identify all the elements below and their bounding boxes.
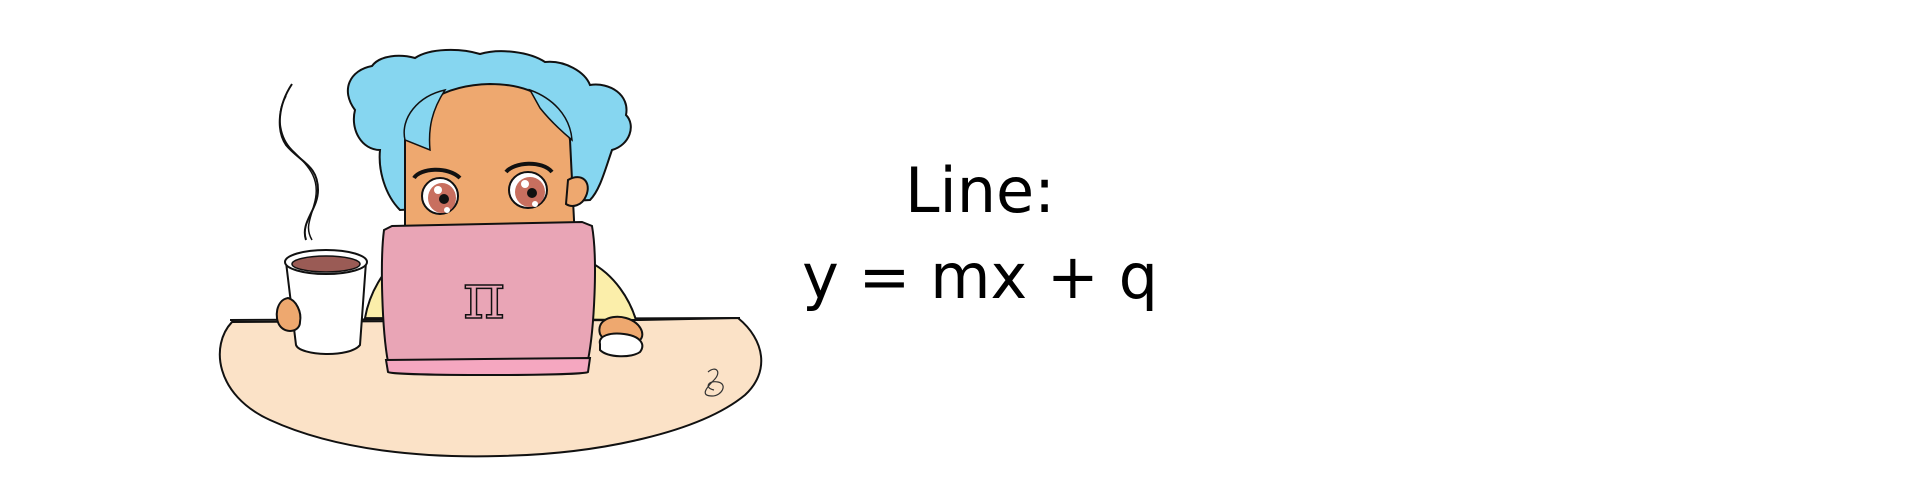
- signature-icon: [704, 368, 724, 397]
- caption-equation: y = mx + q: [802, 240, 1158, 313]
- laptop-symbol: π: [463, 260, 505, 334]
- left-hand: [275, 296, 302, 332]
- caption: Line: y = mx + q: [780, 148, 1180, 320]
- coffee: [291, 255, 361, 273]
- ear: [564, 176, 589, 207]
- steam-icon: [278, 83, 320, 241]
- right-eye: [504, 161, 554, 209]
- laptop-base: [384, 356, 592, 376]
- left-eye: [412, 167, 462, 215]
- mug-icon: [284, 261, 368, 355]
- caption-title: Line:: [904, 154, 1056, 227]
